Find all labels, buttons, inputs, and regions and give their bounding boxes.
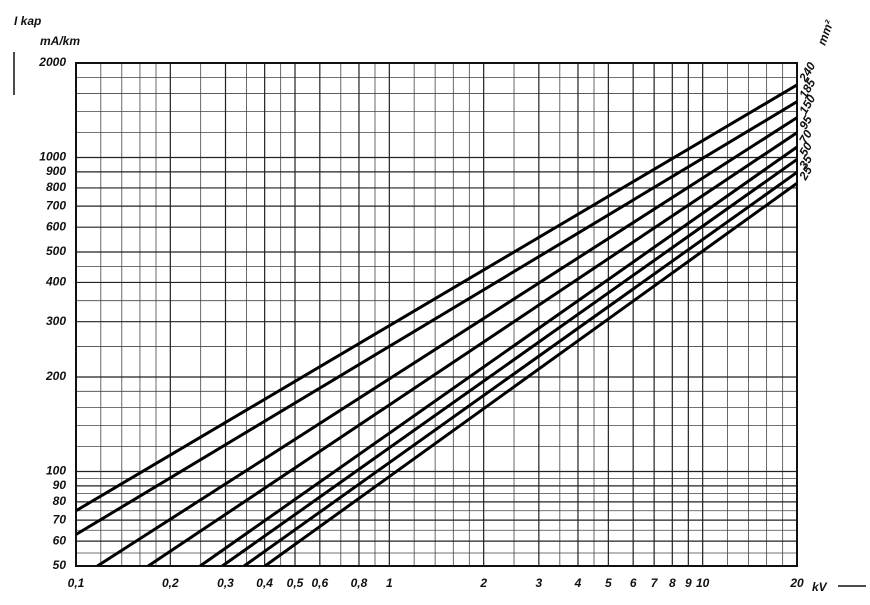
x-tick-label: 4 <box>574 576 582 590</box>
y-axis-label: I kap <box>14 14 41 28</box>
x-tick-label: 5 <box>605 576 612 590</box>
y-tick-label: 60 <box>53 533 67 547</box>
series-line <box>76 100 797 536</box>
y-tick-label: 100 <box>46 464 66 478</box>
x-tick-label: 7 <box>651 576 659 590</box>
y-tick-label: 600 <box>46 219 66 233</box>
x-tick-label: 9 <box>685 576 692 590</box>
x-tick-label: 2 <box>479 576 487 590</box>
y-unit: mA/km <box>40 34 80 48</box>
x-tick-label: 8 <box>669 576 676 590</box>
y-tick-label: 500 <box>46 244 66 258</box>
x-tick-label: 0,1 <box>68 576 85 590</box>
legend-title: mm² <box>815 18 837 48</box>
legend-label: 35 <box>796 153 815 172</box>
x-unit: kV <box>812 580 828 594</box>
x-tick-label: 0,5 <box>287 576 304 590</box>
series-line <box>243 171 797 566</box>
x-tick-label: 0,6 <box>311 576 328 590</box>
x-tick-label: 0,8 <box>351 576 368 590</box>
x-tick-label: 1 <box>386 576 393 590</box>
y-tick-label: 800 <box>46 180 66 194</box>
legend-label: 25 <box>796 163 815 183</box>
y-tick-label: 70 <box>53 512 67 526</box>
x-tick-label: 0,4 <box>256 576 273 590</box>
y-tick-label: 200 <box>45 369 66 383</box>
y-tick-label: 900 <box>46 164 66 178</box>
legend-label: 50 <box>796 140 815 159</box>
series-line <box>96 116 797 566</box>
series-line <box>264 182 797 566</box>
y-tick-label: 90 <box>53 478 67 492</box>
series-line <box>76 83 797 513</box>
y-tick-label: 400 <box>45 275 66 289</box>
x-tick-label: 10 <box>696 576 710 590</box>
y-tick-label: 300 <box>46 314 66 328</box>
x-tick-label: 20 <box>789 576 804 590</box>
y-tick-label: 700 <box>46 198 66 212</box>
x-tick-label: 6 <box>630 576 637 590</box>
x-tick-label: 3 <box>535 576 542 590</box>
x-tick-label: 0,3 <box>217 576 234 590</box>
y-tick-label: 1000 <box>39 150 66 164</box>
y-tick-label: 2000 <box>38 55 66 69</box>
series-line <box>147 131 797 566</box>
y-tick-label: 50 <box>53 558 67 572</box>
x-tick-label: 0,2 <box>162 576 179 590</box>
legend-label: 95 <box>796 113 815 132</box>
y-tick-label: 80 <box>53 494 67 508</box>
plot-frame <box>75 62 798 567</box>
legend-label: 70 <box>796 127 815 146</box>
series-line <box>199 145 797 566</box>
series-line <box>221 158 797 566</box>
